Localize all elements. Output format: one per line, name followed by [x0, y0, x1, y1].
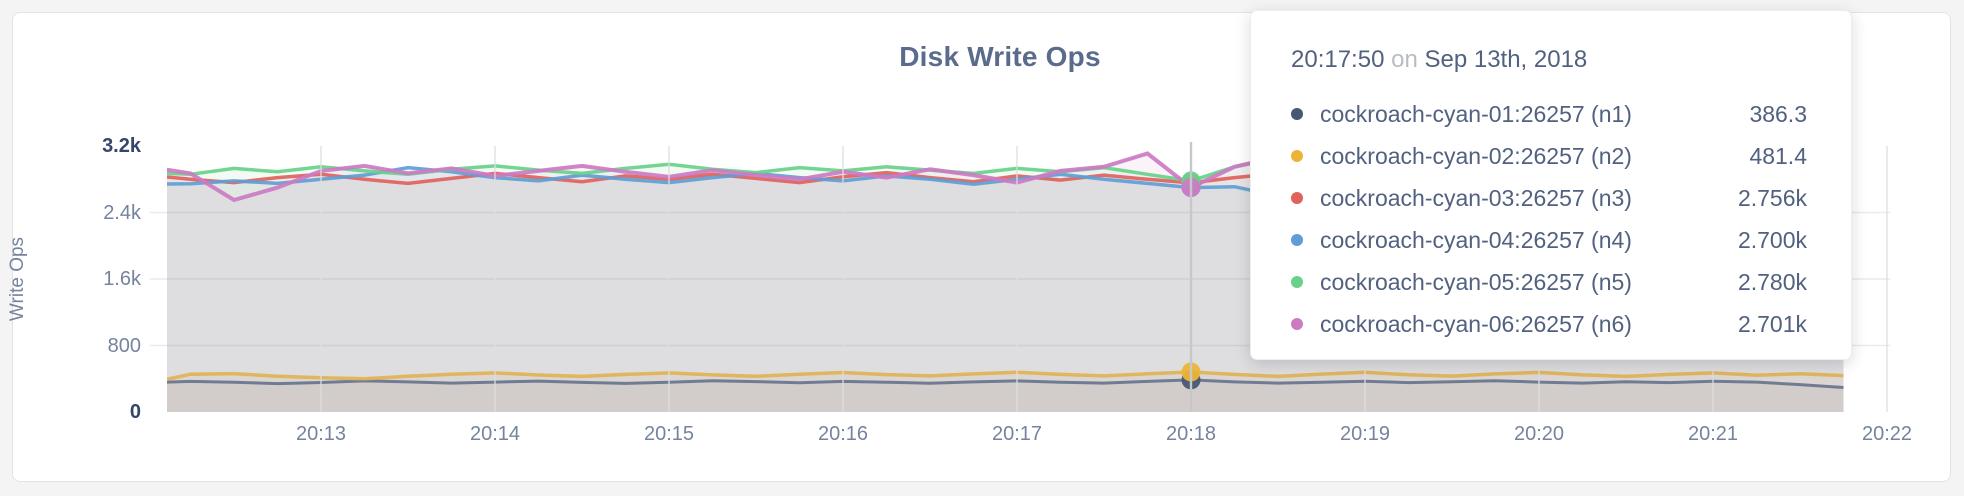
x-tick-label: 20:22 — [1861, 423, 1913, 445]
tooltip-series-row: cockroach-cyan-04:26257 (n4) 2.700k — [1291, 219, 1807, 261]
x-tick-label: 20:14 — [469, 423, 521, 445]
x-tick-label: 20:15 — [643, 423, 695, 445]
x-tick-label: 20:17 — [991, 423, 1043, 445]
series-line — [167, 370, 1844, 382]
series-value: 2.701k — [1737, 310, 1807, 337]
x-tick-label: 20:18 — [1165, 423, 1217, 445]
series-color-dot-icon — [1291, 234, 1303, 246]
x-tick-label: 20:13 — [295, 423, 347, 445]
x-tick-label: 20:19 — [1339, 423, 1391, 445]
tooltip-series-row: cockroach-cyan-05:26257 (n5) 2.780k — [1291, 261, 1807, 303]
series-value: 386.3 — [1749, 100, 1807, 127]
series-line — [167, 378, 1844, 389]
series-value: 2.700k — [1737, 226, 1807, 253]
series-value: 2.756k — [1737, 184, 1807, 211]
series-name: cockroach-cyan-02:26257 (n2) — [1320, 142, 1632, 169]
series-color-dot-icon — [1291, 108, 1303, 120]
tooltip-time: 20:17:50 — [1291, 46, 1385, 73]
x-tick-label: 20:21 — [1687, 423, 1739, 445]
tooltip-series-row: cockroach-cyan-01:26257 (n1) 386.3 — [1291, 93, 1807, 135]
y-tick-label: 800 — [107, 334, 141, 357]
series-value: 481.4 — [1749, 142, 1807, 169]
series-color-dot-icon — [1291, 150, 1303, 162]
y-tick-label: 3.2k — [102, 135, 141, 157]
tooltip-series-row: cockroach-cyan-03:26257 (n3) 2.756k — [1291, 177, 1807, 219]
tooltip-series-row: cockroach-cyan-02:26257 (n2) 481.4 — [1291, 135, 1807, 177]
series-color-dot-icon — [1291, 192, 1303, 204]
series-color-dot-icon — [1291, 276, 1303, 288]
series-value: 2.780k — [1737, 268, 1807, 295]
series-name: cockroach-cyan-05:26257 (n5) — [1320, 268, 1632, 295]
series-area — [167, 379, 1844, 412]
x-tick-label: 20:16 — [817, 423, 869, 445]
tooltip-series-row: cockroach-cyan-06:26257 (n6) 2.701k — [1291, 303, 1807, 345]
series-name: cockroach-cyan-01:26257 (n1) — [1320, 100, 1632, 127]
tooltip-rows: cockroach-cyan-01:26257 (n1) 386.3 cockroa… — [1291, 93, 1807, 345]
tooltip-date-text: Sep 13th, 2018 — [1424, 46, 1588, 73]
y-tick-label: 2.4k — [103, 201, 141, 224]
tooltip-timestamp: 20:17:50 on Sep 13th, 2018 — [1291, 47, 1807, 73]
series-name: cockroach-cyan-06:26257 (n6) — [1320, 310, 1632, 337]
y-tick-label: 1.6k — [103, 268, 141, 290]
y-tick-label: 0 — [129, 401, 141, 423]
chart-title: Disk Write Ops — [899, 41, 1101, 72]
x-tick-label: 20:20 — [1513, 423, 1565, 445]
series-name: cockroach-cyan-03:26257 (n3) — [1320, 184, 1632, 211]
series-color-dot-icon — [1291, 318, 1303, 330]
tooltip-on: on — [1391, 46, 1418, 73]
series-name: cockroach-cyan-04:26257 (n4) — [1320, 226, 1632, 253]
hover-tooltip: 20:17:50 on Sep 13th, 2018 cockroach-cya… — [1250, 10, 1852, 360]
